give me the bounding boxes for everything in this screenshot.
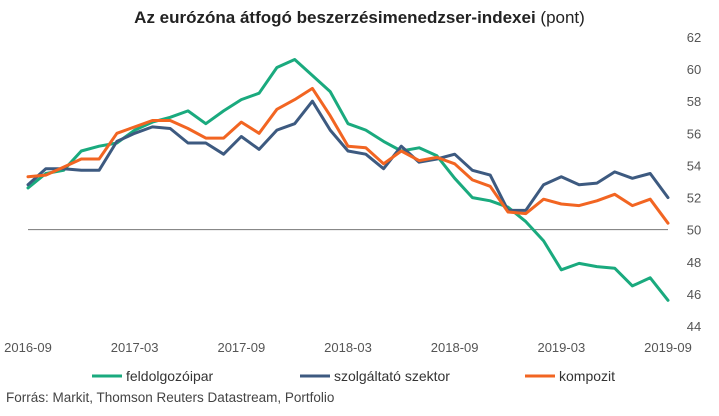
legend-label-1: feldolgozóipar [126, 368, 214, 384]
y-tick-label: 54 [687, 158, 701, 173]
x-axis-ticks: 2016-09 2017-03 2017-09 2018-03 2018-09 2019-… [4, 340, 692, 355]
chart-title: Az eurózóna átfogó beszerzésimenedzser-i… [0, 8, 719, 28]
y-axis-ticks: 44 46 48 50 52 54 56 58 60 62 [687, 30, 701, 334]
y-tick-label: 48 [687, 255, 701, 270]
y-tick-label: 50 [687, 223, 701, 238]
y-tick-label: 62 [687, 30, 701, 45]
series-line-3 [26, 86, 670, 225]
x-tick-label: 2018-09 [431, 340, 479, 355]
y-tick-label: 60 [687, 62, 701, 77]
y-tick-label: 46 [687, 287, 701, 302]
x-tick-label: 2019-09 [644, 340, 692, 355]
y-tick-label: 44 [687, 319, 701, 334]
source-note: Forrás: Markit, Thomson Reuters Datastre… [6, 390, 335, 405]
legend-label-2: szolgáltató szektor [334, 368, 450, 384]
y-tick-label: 52 [687, 191, 701, 206]
x-tick-label: 2019-03 [537, 340, 585, 355]
x-tick-label: 2017-03 [111, 340, 159, 355]
series-line-1 [26, 58, 670, 302]
chart-title-main: Az eurózóna átfogó beszerzésimenedzser-i… [134, 8, 536, 27]
chart-title-unit: (pont) [540, 8, 585, 27]
legend-label-3: kompozit [559, 368, 615, 384]
series-layer [26, 58, 670, 302]
y-tick-label: 58 [687, 94, 701, 109]
legend: feldolgozóipar szolgáltató szektor kompozi… [92, 368, 615, 384]
y-tick-label: 56 [687, 126, 701, 141]
x-tick-label: 2017-09 [217, 340, 265, 355]
x-tick-label: 2016-09 [4, 340, 52, 355]
series-line-2 [26, 99, 670, 212]
x-tick-label: 2018-03 [324, 340, 372, 355]
